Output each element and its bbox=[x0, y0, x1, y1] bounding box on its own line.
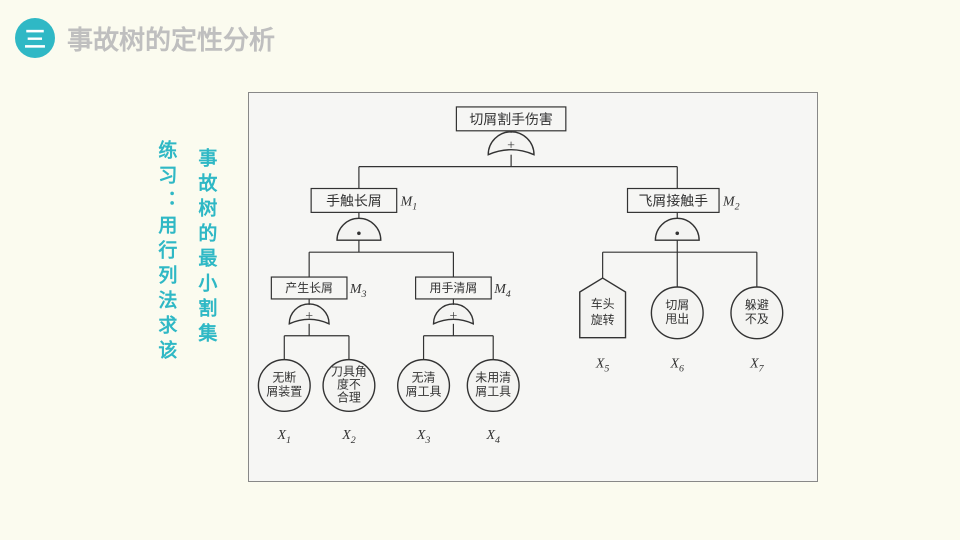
svg-text:切屑: 切屑 bbox=[665, 298, 689, 312]
header: 三 事故树的定性分析 bbox=[15, 18, 275, 58]
svg-text:屑工具: 屑工具 bbox=[406, 384, 442, 398]
svg-text:M4: M4 bbox=[493, 282, 511, 300]
svg-text:屑装置: 屑装置 bbox=[266, 384, 302, 398]
svg-text:+: + bbox=[449, 309, 457, 324]
svg-text:+: + bbox=[305, 309, 313, 324]
svg-text:+: + bbox=[507, 139, 515, 154]
svg-text:刀具角: 刀具角 bbox=[331, 365, 367, 379]
svg-text:X2: X2 bbox=[341, 428, 356, 446]
svg-text:X5: X5 bbox=[595, 357, 610, 375]
svg-text:车头: 车头 bbox=[591, 297, 615, 311]
svg-text:度不: 度不 bbox=[337, 377, 361, 391]
exercise-label-1: 练习：用行列法求该 bbox=[150, 140, 180, 365]
svg-text:屑工具: 屑工具 bbox=[475, 384, 511, 398]
svg-text:未用清: 未用清 bbox=[475, 371, 511, 385]
page-title: 事故树的定性分析 bbox=[67, 20, 275, 57]
svg-text:合理: 合理 bbox=[337, 390, 361, 404]
svg-text:X7: X7 bbox=[749, 357, 765, 375]
section-badge: 三 bbox=[15, 18, 55, 58]
svg-text:X6: X6 bbox=[670, 357, 685, 375]
svg-text:旋转: 旋转 bbox=[591, 313, 615, 327]
m1-label: 手触长屑 bbox=[326, 193, 382, 209]
fault-tree-diagram: 切屑割手伤害 + 手触长屑 M1 产生长屑 M3 + 用手清屑 M4 + 无断 … bbox=[248, 92, 818, 482]
svg-text:无清: 无清 bbox=[412, 371, 436, 385]
svg-text:X3: X3 bbox=[416, 428, 431, 446]
top-event: 切屑割手伤害 bbox=[469, 111, 552, 128]
svg-text:M3: M3 bbox=[349, 282, 367, 300]
svg-text:甩出: 甩出 bbox=[665, 312, 689, 326]
m4-label: 用手清屑 bbox=[430, 281, 478, 295]
svg-text:M2: M2 bbox=[722, 194, 740, 212]
svg-text:M1: M1 bbox=[400, 194, 418, 212]
m3-label: 产生长屑 bbox=[285, 281, 333, 295]
svg-text:不及: 不及 bbox=[745, 312, 769, 326]
exercise-label-2: 事故树的最小割集 bbox=[190, 148, 220, 348]
svg-text:躲避: 躲避 bbox=[745, 298, 769, 312]
m2-label: 飞屑接触手 bbox=[639, 192, 709, 209]
svg-text:无断: 无断 bbox=[272, 371, 296, 385]
svg-text:X4: X4 bbox=[485, 428, 500, 446]
svg-text:X1: X1 bbox=[277, 428, 291, 446]
